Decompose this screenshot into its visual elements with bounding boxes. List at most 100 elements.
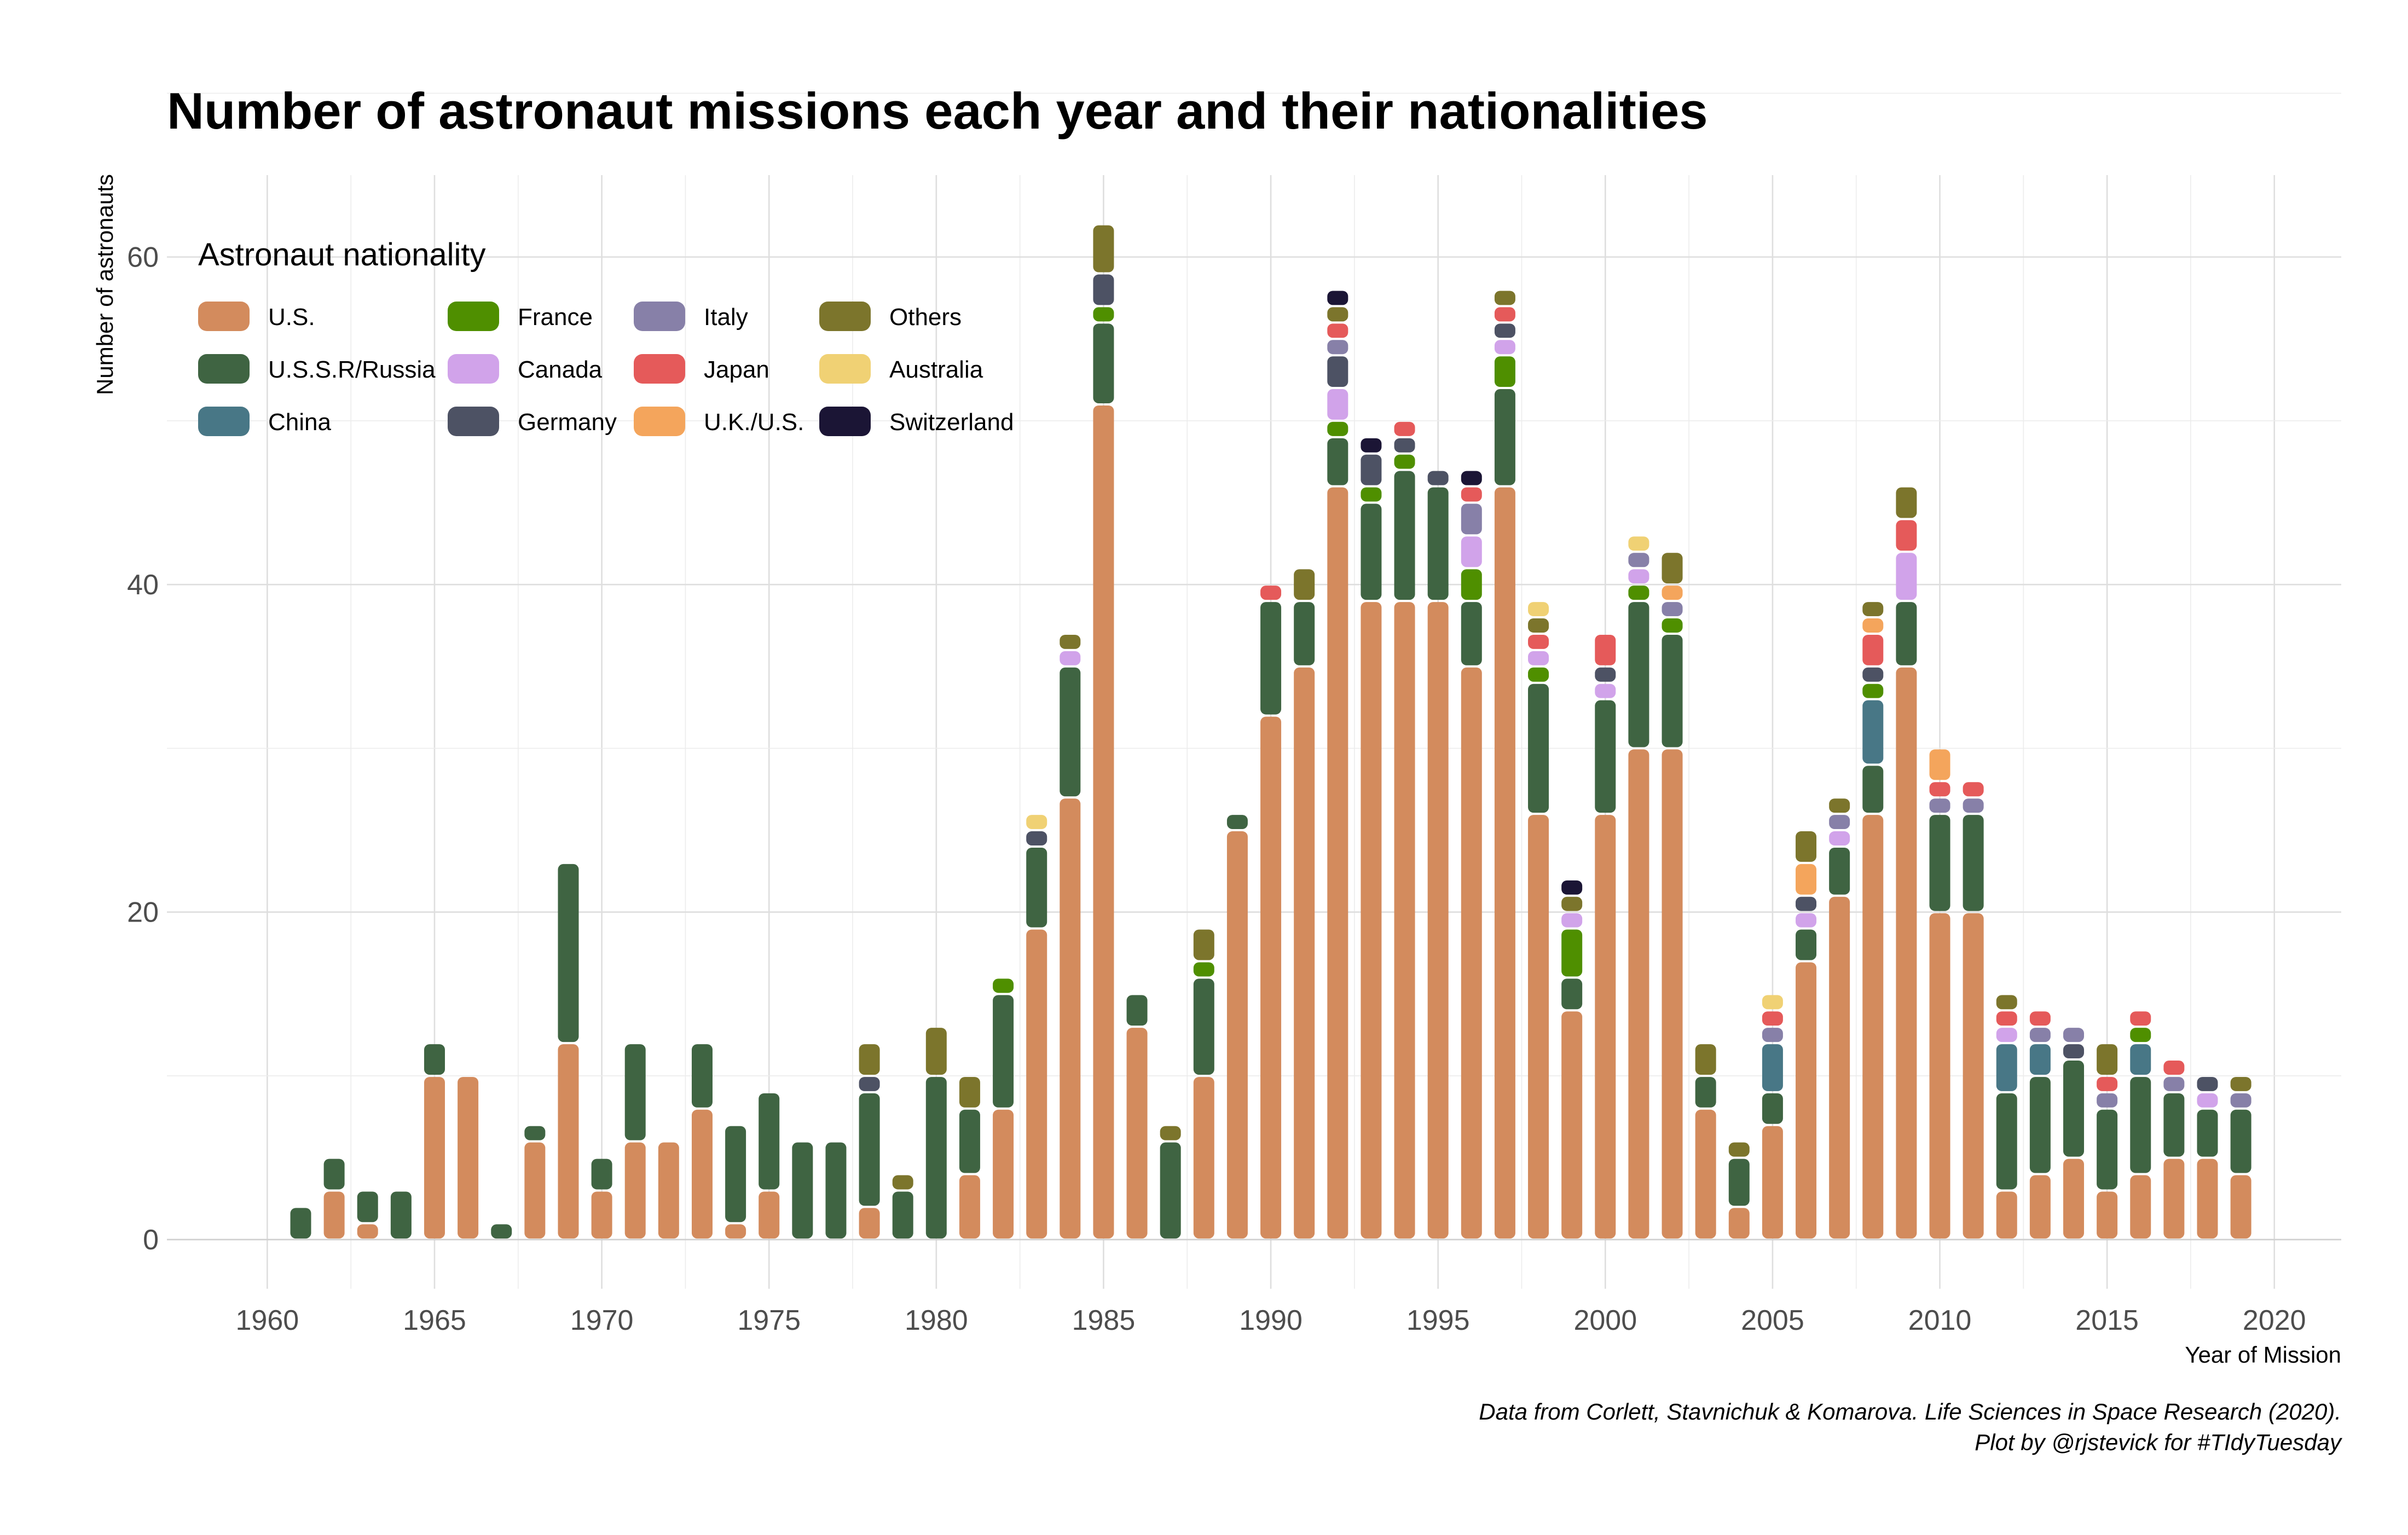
- bar-segment-u-s: [1929, 913, 1950, 1239]
- bar-segment-others: [1060, 634, 1081, 649]
- bar-segment-germany: [1427, 471, 1449, 485]
- bar-segment-italy: [2029, 1028, 2051, 1042]
- bar-segment-u-s-s-r-russia: [1361, 503, 1382, 600]
- bar-segment-u-s: [725, 1224, 746, 1239]
- bar-segment-japan: [1862, 634, 1884, 665]
- bar-segment-u-s-s-r-russia: [1394, 471, 1415, 600]
- bar-segment-u-s: [658, 1142, 679, 1239]
- x-tick-label: 1975: [737, 1305, 801, 1336]
- bar-segment-others: [1093, 225, 1114, 273]
- bar-1996: [1461, 471, 1482, 1239]
- bar-segment-u-s-s-r-russia: [1829, 847, 1850, 895]
- bar-segment-others: [1528, 618, 1549, 633]
- bar-segment-others: [1561, 896, 1583, 911]
- bar-2006: [1796, 831, 1817, 1239]
- x-tick-label: 2010: [1908, 1305, 1972, 1336]
- x-tick-label: 1960: [236, 1305, 299, 1336]
- bar-1997: [1494, 291, 1515, 1239]
- bar-segment-japan: [1963, 782, 1984, 797]
- bar-segment-germany: [859, 1076, 880, 1091]
- bar-segment-u-s: [2130, 1175, 2151, 1239]
- bar-segment-canada: [1327, 389, 1348, 420]
- bar-segment-u-s-s-r-russia: [424, 1044, 445, 1075]
- bar-segment-italy: [2163, 1076, 2185, 1091]
- bar-2019: [2230, 1076, 2251, 1239]
- bar-segment-japan: [1260, 586, 1282, 600]
- bar-segment-u-s-s-r-russia: [959, 1109, 980, 1173]
- bar-segment-italy: [1461, 503, 1482, 535]
- legend: Astronaut nationality U.S. U.S.S.R/Russia…: [198, 237, 1014, 436]
- bar-segment-u-k-u-s: [1929, 749, 1950, 780]
- bar-segment-germany: [2197, 1076, 2218, 1091]
- bar-segment-france: [993, 978, 1014, 993]
- bar-segment-germany: [1361, 454, 1382, 485]
- bar-segment-u-s: [2029, 1175, 2051, 1239]
- bar-segment-canada: [1896, 553, 1917, 600]
- legend-label-france: France: [518, 304, 593, 331]
- bar-segment-germany: [1327, 356, 1348, 387]
- bar-segment-u-s-s-r-russia: [558, 864, 579, 1042]
- bar-segment-italy: [2097, 1093, 2118, 1108]
- bar-segment-u-s: [624, 1142, 646, 1239]
- bar-1993: [1361, 438, 1382, 1239]
- bar-segment-u-s-s-r-russia: [1093, 323, 1114, 403]
- bar-segment-switzerland: [1461, 471, 1482, 485]
- bar-2004: [1728, 1142, 1750, 1239]
- bar-segment-u-s: [1528, 815, 1549, 1239]
- bar-1999: [1561, 880, 1583, 1239]
- bar-segment-france: [1093, 307, 1114, 322]
- bar-2010: [1929, 749, 1950, 1239]
- x-tick-label: 1970: [570, 1305, 634, 1336]
- bar-segment-others: [1695, 1044, 1716, 1075]
- bar-segment-u-s-s-r-russia: [825, 1142, 847, 1239]
- bar-segment-u-s-s-r-russia: [591, 1159, 612, 1190]
- legend-label-u-s-s-r-russia: U.S.S.R/Russia: [268, 356, 436, 383]
- bar-segment-others: [1728, 1142, 1750, 1157]
- bar-1981: [959, 1076, 980, 1239]
- bar-segment-canada: [1461, 536, 1482, 567]
- bar-segment-u-s-s-r-russia: [1060, 667, 1081, 797]
- bar-segment-china: [1996, 1044, 2017, 1091]
- bar-segment-others: [1996, 995, 2017, 1010]
- bar-1995: [1427, 471, 1449, 1239]
- bar-segment-u-s: [2230, 1175, 2251, 1239]
- bar-segment-canada: [1494, 340, 1515, 355]
- bar-1971: [624, 1044, 646, 1239]
- bar-segment-others: [1160, 1126, 1181, 1140]
- bar-segment-u-s-s-r-russia: [1862, 766, 1884, 813]
- bar-segment-u-s-s-r-russia: [2230, 1109, 2251, 1173]
- bar-segment-u-s-s-r-russia: [1026, 847, 1047, 928]
- bar-segment-u-k-u-s: [1862, 618, 1884, 633]
- x-axis-title: Year of Mission: [2185, 1342, 2341, 1368]
- bar-segment-u-s: [1862, 815, 1884, 1239]
- bar-segment-u-s-s-r-russia: [624, 1044, 646, 1140]
- bar-segment-u-s: [1427, 602, 1449, 1239]
- bar-segment-u-s-s-r-russia: [1126, 995, 1148, 1026]
- bar-segment-japan: [1595, 634, 1616, 665]
- bar-segment-u-s: [1595, 815, 1616, 1239]
- bar-segment-italy: [2063, 1028, 2085, 1042]
- legend-swatch-japan: [634, 354, 685, 384]
- legend-label-australia: Australia: [889, 356, 983, 383]
- bar-segment-canada: [1628, 569, 1649, 584]
- bar-2009: [1896, 487, 1917, 1239]
- y-tick-label: 0: [143, 1224, 159, 1256]
- x-tick-label: 1990: [1239, 1305, 1303, 1336]
- bar-segment-u-s: [2063, 1159, 2085, 1239]
- bar-segment-france: [1361, 487, 1382, 502]
- bar-segment-italy: [1327, 340, 1348, 355]
- bar-segment-u-s: [2097, 1191, 2118, 1239]
- bar-segment-australia: [1628, 536, 1649, 551]
- bar-segment-u-s-s-r-russia: [2029, 1076, 2051, 1173]
- bar-segment-u-s-s-r-russia: [993, 995, 1014, 1108]
- bar-segment-u-s-s-r-russia: [792, 1142, 813, 1239]
- bar-segment-japan: [2130, 1011, 2151, 1026]
- bar-segment-france: [1528, 667, 1549, 682]
- bar-segment-u-s: [1260, 716, 1282, 1239]
- bar-segment-u-s-s-r-russia: [859, 1093, 880, 1206]
- bar-1966: [458, 1076, 479, 1239]
- bar-segment-france: [1494, 356, 1515, 387]
- bar-1992: [1327, 291, 1348, 1239]
- bar-segment-u-s: [859, 1208, 880, 1239]
